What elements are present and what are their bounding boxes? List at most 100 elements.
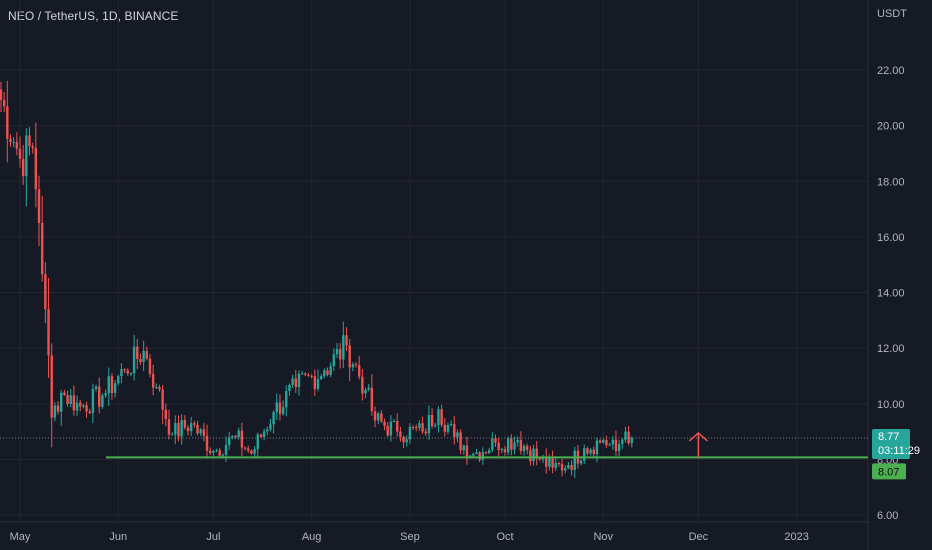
candle[interactable] [15,132,19,156]
candle[interactable] [158,384,161,392]
candle[interactable] [510,434,513,456]
candle[interactable] [389,415,393,442]
candle[interactable] [88,408,91,415]
arrow-annotation[interactable] [688,431,708,458]
candle[interactable] [316,369,320,392]
candle[interactable] [446,422,450,435]
candle[interactable] [380,410,383,423]
candle[interactable] [484,451,488,455]
candle[interactable] [79,399,82,412]
candle[interactable] [472,452,475,458]
candle[interactable] [113,379,117,398]
candle[interactable] [31,142,34,154]
candle[interactable] [98,377,101,414]
candle[interactable] [199,427,202,436]
candle[interactable] [329,362,332,378]
candle[interactable] [186,425,190,436]
candle[interactable] [218,447,221,457]
candle[interactable] [231,435,234,440]
candle[interactable] [621,438,624,449]
candle[interactable] [297,370,301,396]
candle[interactable] [459,429,462,455]
candle[interactable] [519,431,523,455]
candle[interactable] [541,454,545,464]
candle[interactable] [9,134,12,147]
candle[interactable] [614,430,618,456]
candle[interactable] [215,448,218,453]
candle[interactable] [335,343,339,359]
candle[interactable] [430,408,434,429]
candle[interactable] [196,420,199,436]
candle[interactable] [402,435,405,449]
candle[interactable] [40,195,44,282]
candle[interactable] [291,374,294,389]
candle[interactable] [272,410,275,434]
candle[interactable] [348,338,351,382]
candle[interactable] [183,415,187,430]
candle[interactable] [300,370,304,375]
candle[interactable] [583,444,586,465]
candle[interactable] [117,374,120,386]
candle[interactable] [475,448,478,455]
candle[interactable] [126,368,129,376]
candle[interactable] [592,446,595,457]
candle[interactable] [332,348,336,372]
candle[interactable] [66,390,69,407]
candle[interactable] [589,448,592,456]
candles-layer[interactable] [0,65,634,479]
candle[interactable] [313,369,317,396]
candle[interactable] [608,442,611,447]
candle[interactable] [304,372,307,376]
candle[interactable] [462,444,465,455]
candle[interactable] [437,406,440,433]
candle[interactable] [275,393,278,421]
candle[interactable] [247,445,250,453]
candle[interactable] [237,427,240,440]
candle[interactable] [545,448,548,474]
candle[interactable] [386,422,389,438]
candle[interactable] [155,383,158,390]
candle[interactable] [6,80,9,163]
candle[interactable] [189,417,193,436]
candle[interactable] [627,425,630,446]
candle[interactable] [107,367,110,407]
candle[interactable] [494,434,497,447]
candle[interactable] [253,445,256,457]
candle[interactable] [364,387,367,399]
candle[interactable] [94,384,98,392]
candle[interactable] [104,389,107,398]
candle[interactable] [408,423,412,444]
candle[interactable] [345,327,348,351]
candle[interactable] [123,368,126,374]
candle[interactable] [421,416,424,435]
candle[interactable] [91,383,95,424]
candle[interactable] [0,81,3,113]
candle[interactable] [497,437,500,458]
candle[interactable] [624,426,627,443]
candle[interactable] [129,371,133,377]
candle[interactable] [47,277,50,378]
candle[interactable] [310,374,313,379]
candle[interactable] [180,414,183,445]
candle[interactable] [456,429,459,443]
candle[interactable] [170,432,174,436]
candle[interactable] [326,367,329,377]
candle[interactable] [573,446,576,479]
candle[interactable] [120,363,123,384]
candle[interactable] [434,422,437,428]
candle[interactable] [177,415,180,442]
candle[interactable] [250,449,253,455]
candle[interactable] [564,465,567,474]
candle[interactable] [161,384,164,424]
candle[interactable] [294,369,297,393]
candle[interactable] [243,446,247,451]
candle[interactable] [72,385,76,416]
candle[interactable] [351,362,355,372]
candle[interactable] [151,364,155,396]
candle[interactable] [338,343,342,369]
candle[interactable] [427,405,431,440]
candle[interactable] [145,346,148,361]
symbol-title[interactable]: NEO / TetherUS, 1D, BINANCE [8,9,179,23]
